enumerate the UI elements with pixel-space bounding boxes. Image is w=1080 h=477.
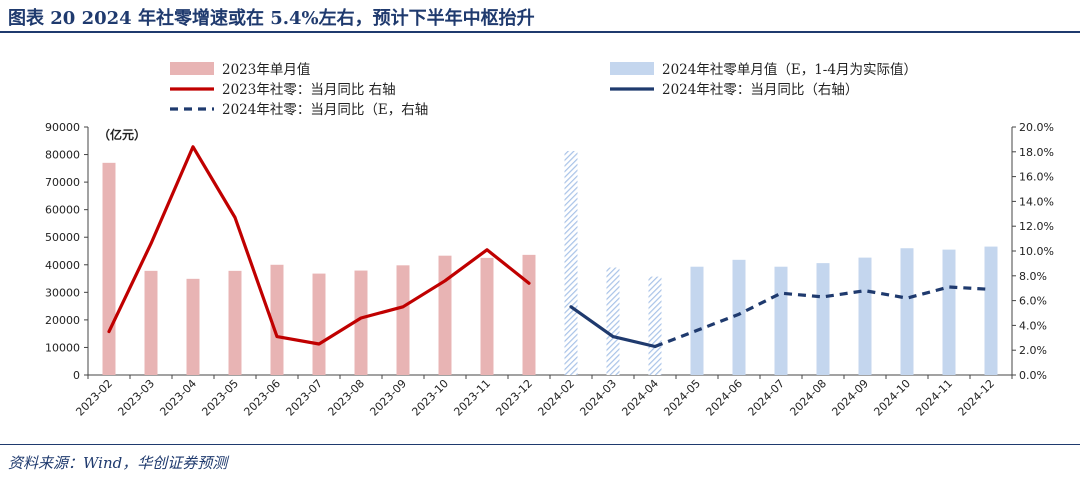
right-tick-label: 10.0% [1019, 245, 1054, 258]
right-tick-label: 20.0% [1019, 121, 1054, 134]
bar [606, 267, 620, 375]
right-tick-label: 14.0% [1019, 195, 1054, 208]
right-tick-label: 16.0% [1019, 171, 1054, 184]
x-tick-label: 2024-11 [913, 377, 955, 419]
bar [102, 162, 116, 375]
x-tick-label: 2024-03 [577, 377, 619, 419]
left-tick-label: 0 [73, 369, 80, 382]
x-tick-label: 2023-12 [493, 377, 535, 419]
x-tick-label: 2024-08 [787, 377, 829, 419]
title-rule [0, 31, 1080, 33]
x-tick-label: 2024-05 [661, 377, 703, 419]
right-tick-label: 18.0% [1019, 146, 1054, 159]
bar [900, 248, 914, 375]
right-tick-label: 0.0% [1019, 369, 1047, 382]
x-tick-label: 2023-08 [325, 377, 367, 419]
series-line [107, 145, 531, 346]
x-tick-label: 2024-06 [703, 377, 745, 419]
bar [858, 257, 872, 375]
legend-label: 2024年社零单月值（E，1-4月为实际值） [662, 62, 917, 78]
bar [648, 276, 662, 375]
x-tick-label: 2023-04 [157, 377, 199, 419]
bar [438, 255, 452, 375]
source-note: 资料来源：Wind，华创证券预测 [8, 454, 228, 472]
legend: 2023年单月值 2024年社零单月值（E，1-4月为实际值） 2023年社零：当月… [170, 62, 917, 118]
chart: 2023年单月值 2024年社零单月值（E，1-4月为实际值） 2023年社零：当月… [45, 62, 1054, 419]
bar [690, 266, 704, 375]
left-tick-label: 10000 [45, 341, 80, 354]
left-tick-label: 90000 [45, 121, 80, 134]
right-tick-label: 12.0% [1019, 220, 1054, 233]
x-tick-label: 2023-10 [409, 377, 451, 419]
x-tick-label: 2023-03 [115, 377, 157, 419]
footer-rule [0, 444, 1080, 445]
bar [354, 270, 368, 375]
lines [107, 145, 992, 349]
bar [816, 263, 830, 375]
bar [942, 249, 956, 375]
bars [102, 150, 998, 375]
figure-title: 图表 20 2024 年社零增速或在 5.4%左右，预计下半年中枢抬升 [8, 8, 535, 29]
bar [144, 270, 158, 375]
legend-swatch [170, 62, 214, 75]
right-tick-label: 2.0% [1019, 344, 1047, 357]
right-tick-label: 6.0% [1019, 295, 1047, 308]
left-tick-label: 80000 [45, 149, 80, 162]
left-tick-label: 20000 [45, 314, 80, 327]
x-tick-label: 2023-07 [283, 377, 325, 419]
x-tick-label: 2023-11 [451, 377, 493, 419]
bar [984, 246, 998, 375]
legend-label: 2024年社零：当月同比（右轴） [662, 82, 858, 98]
x-tick-label: 2023-05 [199, 377, 241, 419]
x-tick-label: 2024-09 [829, 377, 871, 419]
legend-swatch [610, 62, 654, 75]
left-tick-label: 30000 [45, 286, 80, 299]
bar [564, 150, 578, 375]
x-tick-label: 2024-04 [619, 377, 661, 419]
right-tick-label: 8.0% [1019, 270, 1047, 283]
left-tick-label: 70000 [45, 176, 80, 189]
bar [522, 254, 536, 375]
x-tick-label: 2023-02 [73, 377, 115, 419]
series-line [569, 305, 657, 349]
left-axis-unit: （亿元） [98, 127, 146, 142]
bar [732, 259, 746, 375]
left-tick-label: 50000 [45, 231, 80, 244]
series-line [654, 285, 992, 348]
bar [480, 257, 494, 375]
right-tick-label: 4.0% [1019, 319, 1047, 332]
x-tick-label: 2023-06 [241, 377, 283, 419]
x-tick-label: 2024-12 [955, 377, 997, 419]
left-tick-label: 60000 [45, 204, 80, 217]
x-tick-label: 2024-10 [871, 377, 913, 419]
bar [312, 273, 326, 375]
left-tick-label: 40000 [45, 259, 80, 272]
title-bar: 图表 20 2024 年社零增速或在 5.4%左右，预计下半年中枢抬升 [0, 0, 1080, 34]
bar [396, 265, 410, 375]
legend-label: 2023年社零：当月同比 右轴 [222, 82, 396, 98]
x-tick-label: 2024-02 [535, 377, 577, 419]
bar [186, 278, 200, 375]
bar [270, 264, 284, 375]
bar [228, 270, 242, 375]
bar [774, 266, 788, 375]
legend-label: 2024年社零：当月同比（E，右轴 [222, 102, 428, 118]
x-tick-label: 2024-07 [745, 377, 787, 419]
legend-label: 2023年单月值 [222, 62, 310, 78]
x-tick-label: 2023-09 [367, 377, 409, 419]
